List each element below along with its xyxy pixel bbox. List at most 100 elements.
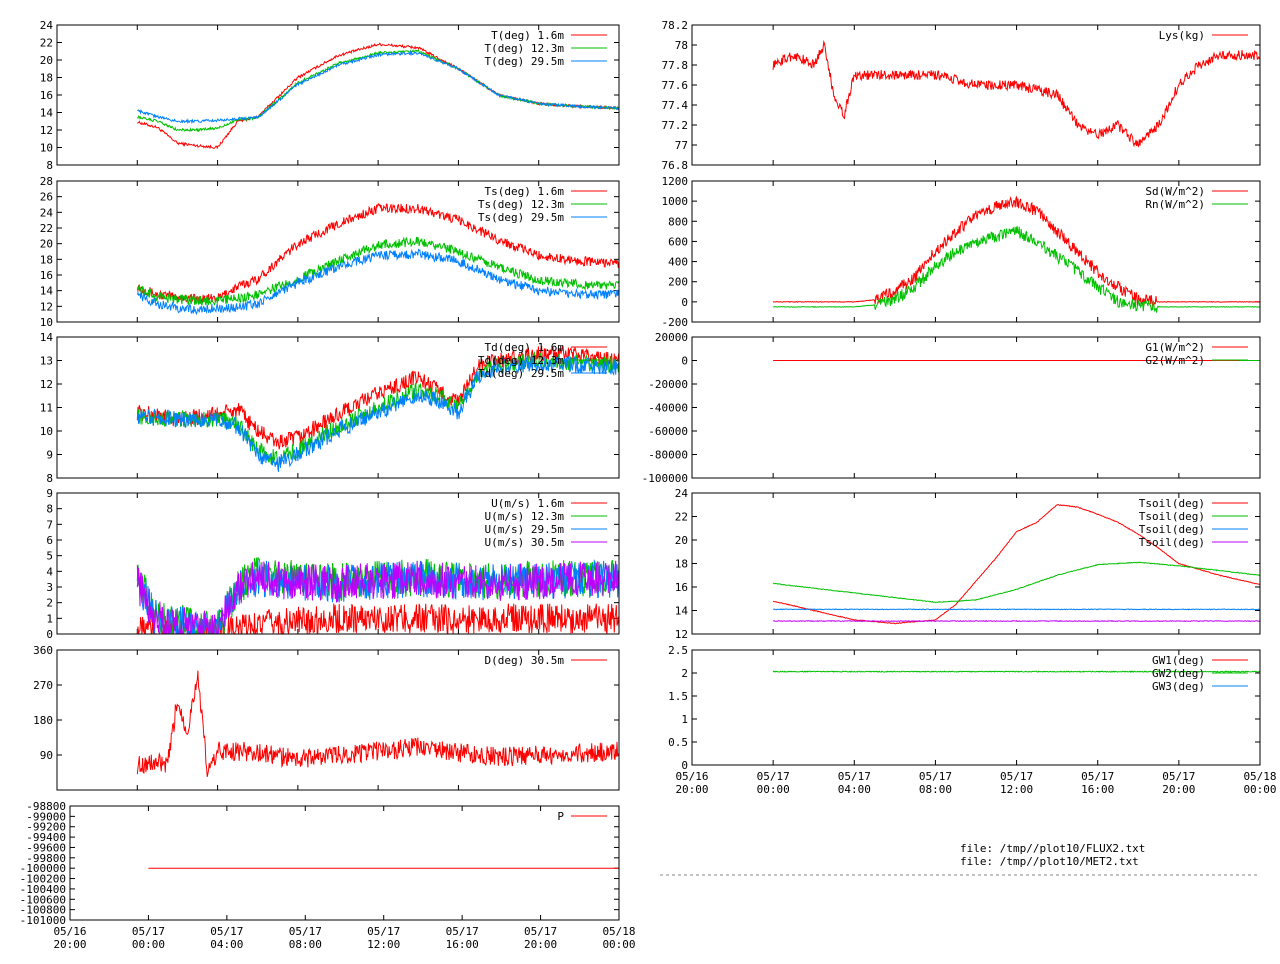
ytick-label: 10	[40, 316, 53, 329]
legend-label: D(deg) 30.5m	[485, 654, 565, 667]
legend-label: Td(deg) 12.3m	[478, 354, 564, 367]
xtick-label-time: 16:00	[446, 938, 479, 951]
series-line-ts-1	[136, 236, 619, 307]
ytick-label: -100200	[20, 873, 66, 886]
legend-label: G1(W/m^2)	[1145, 341, 1205, 354]
ytick-label: 10	[40, 425, 53, 438]
ytick-label: 24	[40, 19, 54, 32]
ytick-label: 180	[33, 714, 53, 727]
xtick-label-time: 12:00	[1000, 783, 1033, 796]
ytick-label: 13	[40, 355, 53, 368]
legend-label: T(deg) 12.3m	[485, 42, 565, 55]
xtick-label-day: 05/18	[602, 925, 635, 938]
xtick-label-time: 04:00	[210, 938, 243, 951]
panel-frame	[56, 180, 620, 323]
panel-g: -100000 -80000 -60000 -40000 -20000 0 20000 G1(…	[642, 331, 1261, 485]
xtick-label-time: 12:00	[367, 938, 400, 951]
ytick-label: -60000	[648, 425, 688, 438]
legend-label: Td(deg) 29.5m	[478, 367, 564, 380]
ytick-label: -98800	[26, 800, 66, 813]
ytick-label: -99400	[26, 831, 66, 844]
ytick-label: 270	[33, 679, 53, 692]
ytick-label: 14	[40, 285, 54, 298]
ytick-label: 2	[46, 597, 53, 610]
xtick-label-day: 05/17	[524, 925, 557, 938]
series-line-tsoil-0	[773, 504, 1260, 625]
ytick-label: 77.2	[662, 119, 689, 132]
ytick-label: 360	[33, 644, 53, 657]
panel-frame	[56, 649, 620, 791]
series-line-tsoil-2	[772, 608, 1260, 611]
xtick-label-day: 05/18	[1243, 770, 1276, 783]
ytick-label: 18	[40, 72, 53, 85]
ytick-label: 200	[668, 276, 688, 289]
panel-t: 8 10 12 14 16 18 20 22 24 T(deg) 1.6mT(deg) 12.3m…	[40, 19, 620, 172]
series-line-d-0	[136, 670, 619, 778]
ytick-label: 4	[46, 565, 53, 578]
xtick-label-day: 05/17	[446, 925, 479, 938]
xtick-label-day: 05/17	[1000, 770, 1033, 783]
ytick-label: 26	[40, 191, 53, 204]
file-label-group: file: /tmp//plot10/FLUX2.txt file: /tmp/…	[660, 842, 1260, 876]
xtick-label-time: 00:00	[757, 783, 790, 796]
file-label-flux: file: /tmp//plot10/FLUX2.txt	[960, 842, 1145, 855]
series-line-ts-2	[136, 248, 619, 316]
legend-label: Tsoil(deg)	[1139, 510, 1205, 523]
file-label-met: file: /tmp//plot10/MET2.txt	[960, 855, 1139, 868]
ytick-label: 16	[675, 581, 688, 594]
ytick-label: 1.5	[668, 690, 688, 703]
legend-label: Ts(deg) 29.5m	[478, 211, 564, 224]
series-line-rad-0	[772, 195, 1260, 308]
ytick-label: 16	[40, 89, 53, 102]
ytick-label: -100800	[20, 904, 66, 917]
legend-label: GW2(deg)	[1152, 667, 1205, 680]
legend-label: GW1(deg)	[1152, 654, 1205, 667]
ytick-label: 20	[40, 54, 53, 67]
ytick-label: 8	[46, 503, 53, 516]
ytick-label: 77.6	[662, 79, 689, 92]
xtick-label-time: 08:00	[919, 783, 952, 796]
panel-gw: 00.511.522.505/1620:0005/1700:0005/1704:…	[668, 644, 1276, 796]
panel-frame	[691, 649, 1261, 766]
ytick-label: 14	[40, 107, 54, 120]
ytick-label: 90	[40, 749, 53, 762]
ytick-label: 800	[668, 215, 688, 228]
ytick-label: -100400	[20, 883, 66, 896]
ytick-label: -100600	[20, 893, 66, 906]
ytick-label: -99200	[26, 821, 66, 834]
legend-label: T(deg) 1.6m	[491, 29, 564, 42]
ytick-label: -99600	[26, 841, 66, 854]
panel-frame	[691, 336, 1261, 479]
series-line-td-2	[136, 354, 619, 472]
legend-label: Td(deg) 1.6m	[485, 341, 565, 354]
ytick-label: 77.8	[662, 59, 689, 72]
panel-frame	[56, 24, 620, 166]
ytick-label: 0.5	[668, 736, 688, 749]
ytick-label: -40000	[648, 402, 688, 415]
ytick-label: 1	[46, 612, 53, 625]
ytick-label: -100000	[642, 472, 688, 485]
legend-label: Ts(deg) 1.6m	[485, 185, 565, 198]
legend-label: Tsoil(deg)	[1139, 523, 1205, 536]
series-line-gw-1	[772, 670, 1260, 673]
ytick-label: 0	[46, 628, 53, 641]
xtick-label-time: 08:00	[289, 938, 322, 951]
ytick-label: 20000	[655, 331, 688, 344]
ytick-label: 600	[668, 235, 688, 248]
xtick-label-day: 05/17	[757, 770, 790, 783]
ytick-label: 0	[681, 759, 688, 772]
xtick-label-time: 00:00	[1243, 783, 1276, 796]
ytick-label: 76.8	[662, 159, 689, 172]
legend-label: GW3(deg)	[1152, 680, 1205, 693]
ytick-label: 6	[46, 534, 53, 547]
panel-frame	[691, 24, 1261, 166]
xtick-label-day: 05/17	[289, 925, 322, 938]
ytick-label: 9	[46, 449, 53, 462]
panel-frame	[691, 492, 1261, 635]
series-line-t-0	[136, 42, 619, 150]
legend-label: U(m/s) 12.3m	[485, 510, 565, 523]
series-line-td-1	[136, 351, 619, 469]
xtick-label-day: 05/17	[838, 770, 871, 783]
